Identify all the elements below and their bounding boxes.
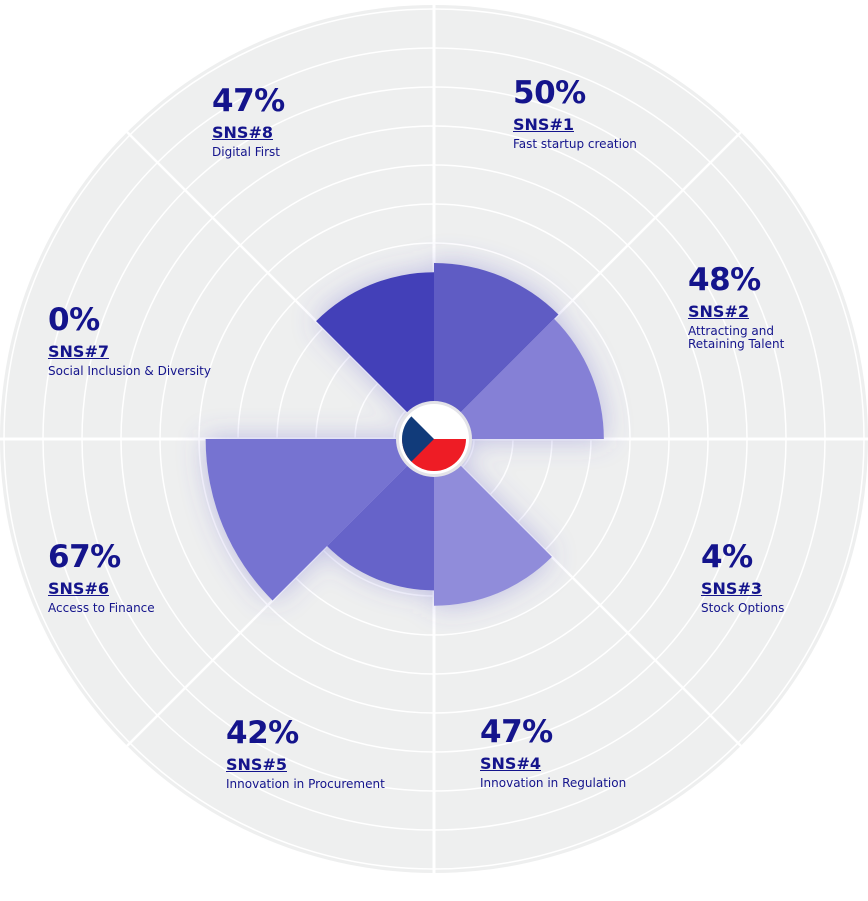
- segment-label-sns5: 42% SNS#5 Innovation in Procurement: [226, 718, 385, 791]
- segment-percent: 4%: [701, 539, 753, 575]
- segment-percent: 0%: [48, 302, 100, 338]
- segment-wedge-sns5[interactable]: [326, 439, 434, 591]
- segment-percent: 67%: [48, 539, 121, 575]
- segment-wedge-sns4[interactable]: [434, 439, 552, 606]
- segment-wedge-sns6[interactable]: [205, 439, 434, 601]
- segment-wedge-sns2[interactable]: [434, 318, 604, 439]
- chart-segments: [205, 263, 604, 606]
- segment-code-link[interactable]: SNS#1: [513, 115, 574, 134]
- segment-name: Stock Options: [701, 600, 785, 615]
- segment-percent: 50%: [513, 75, 586, 111]
- segment-percent: 47%: [212, 83, 285, 119]
- segment-label-sns2: 48% SNS#2 Attracting and Retaining Talen…: [688, 265, 793, 351]
- segment-name: Innovation in Regulation: [480, 775, 627, 790]
- segment-code-link[interactable]: SNS#5: [226, 755, 287, 774]
- segment-code-link[interactable]: SNS#3: [701, 579, 762, 598]
- segment-percent: 42%: [226, 715, 299, 751]
- segment-name: Access to Finance: [48, 600, 155, 615]
- segment-label-sns6: 67% SNS#6 Access to Finance: [48, 542, 155, 615]
- segment-label-sns4: 47% SNS#4 Innovation in Regulation: [480, 717, 626, 790]
- segment-percent: 47%: [480, 714, 553, 750]
- segment-wedge-sns1[interactable]: [434, 263, 559, 439]
- segment-label-sns8: 47% SNS#8 Digital First: [212, 86, 285, 159]
- segment-code-link[interactable]: SNS#8: [212, 123, 273, 142]
- segment-code-link[interactable]: SNS#2: [688, 302, 749, 321]
- segment-name: Digital First: [212, 144, 280, 159]
- segment-name: Innovation in Procurement: [226, 776, 385, 791]
- segment-name: Social Inclusion & Diversity: [48, 363, 211, 378]
- segment-label-sns1: 50% SNS#1 Fast startup creation: [513, 78, 637, 151]
- segment-percent: 48%: [688, 262, 761, 298]
- czech-flag-icon: [396, 401, 472, 477]
- segment-name: Attracting and Retaining Talent: [688, 323, 785, 351]
- segment-name: Fast startup creation: [513, 136, 637, 151]
- segment-code-link[interactable]: SNS#4: [480, 754, 541, 773]
- segment-label-sns7: 0% SNS#7 Social Inclusion & Diversity: [48, 305, 211, 378]
- segment-wedge-sns8[interactable]: [316, 272, 434, 439]
- segment-code-link[interactable]: SNS#6: [48, 579, 109, 598]
- segment-label-sns3: 4% SNS#3 Stock Options: [701, 542, 784, 615]
- segment-code-link[interactable]: SNS#7: [48, 342, 109, 361]
